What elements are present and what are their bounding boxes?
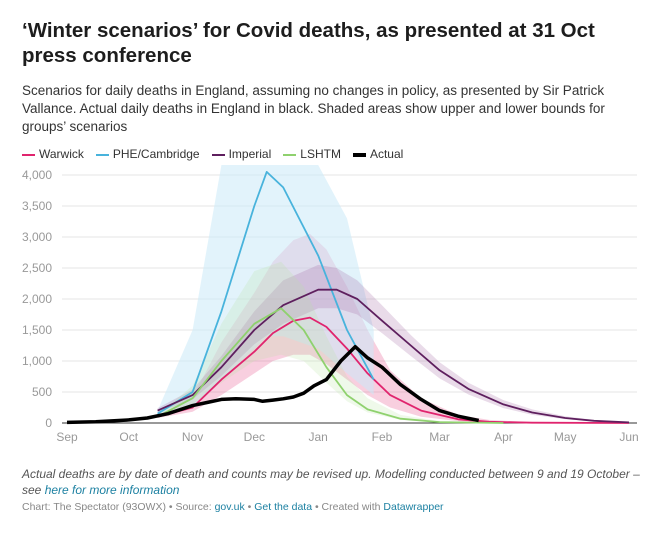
credit-text: Chart: The Spectator (93OWX) • Source:	[22, 501, 215, 513]
line-imperial	[157, 288, 630, 424]
y-tick-label: 2,000	[22, 292, 52, 306]
get-data-link[interactable]: Get the data	[254, 501, 313, 513]
y-tick-label: 1,500	[22, 323, 52, 337]
legend-swatch	[22, 153, 35, 156]
x-tick-label: Mar	[429, 430, 450, 444]
legend-swatch	[283, 153, 297, 156]
y-tick-label: 4,000	[22, 168, 52, 182]
footnote: Actual deaths are by date of death and c…	[22, 466, 642, 498]
legend-item: Actual	[352, 147, 404, 161]
legend-item: LSHTM	[283, 147, 341, 161]
legend-label: Actual	[369, 147, 404, 161]
band-lshtm	[157, 261, 504, 423]
legend-item: Warwick	[22, 147, 84, 161]
x-tick-label: Sep	[56, 430, 78, 444]
x-tick-label: May	[554, 430, 577, 444]
legend-swatch	[211, 153, 225, 156]
more-info-link[interactable]: here for more information	[44, 483, 180, 497]
x-tick-label: Nov	[182, 430, 203, 444]
line-lshtm	[157, 307, 504, 424]
line-actual	[66, 344, 480, 425]
x-tick-label: Feb	[372, 430, 393, 444]
credit-line: Chart: The Spectator (93OWX) • Source: g…	[22, 501, 444, 513]
band-phe-cambridge	[157, 165, 374, 417]
y-tick-label: 1,000	[22, 354, 52, 368]
y-tick-label: 3,000	[22, 230, 52, 244]
legend-item: Imperial	[211, 147, 272, 161]
legend-swatch	[352, 152, 366, 157]
legend-label: LSHTM	[300, 147, 341, 161]
created-text: • Created with	[312, 501, 384, 513]
source-link[interactable]: gov.uk	[214, 501, 245, 513]
y-tick-label: 0	[45, 416, 52, 430]
x-tick-label: Jun	[619, 430, 638, 444]
x-tick-label: Jan	[308, 430, 327, 444]
band-imperial	[157, 264, 629, 423]
y-tick-label: 500	[32, 385, 52, 399]
legend-label: Warwick	[39, 147, 84, 161]
footnote-text: Actual deaths are by date of death and c…	[22, 467, 640, 497]
x-tick-label: Apr	[494, 430, 513, 444]
legend-item: PHE/Cambridge	[95, 147, 200, 161]
line-phe-cambridge	[157, 171, 375, 415]
x-tick-label: Oct	[119, 430, 138, 444]
chart-subtitle: Scenarios for daily deaths in England, a…	[22, 83, 605, 134]
separator: •	[244, 501, 255, 513]
legend-swatch	[95, 153, 109, 156]
legend-label: Imperial	[228, 147, 272, 161]
legend-label: PHE/Cambridge	[112, 147, 200, 161]
x-tick-label: Dec	[244, 430, 265, 444]
y-tick-label: 3,500	[22, 199, 52, 213]
chart-title: ‘Winter scenarios’ for Covid deaths, as …	[22, 19, 595, 67]
datawrapper-link[interactable]: Datawrapper	[383, 501, 444, 513]
y-tick-label: 2,500	[22, 261, 52, 275]
legend: Warwick PHE/Cambridge Imperial LSHTM Actual	[22, 147, 403, 161]
